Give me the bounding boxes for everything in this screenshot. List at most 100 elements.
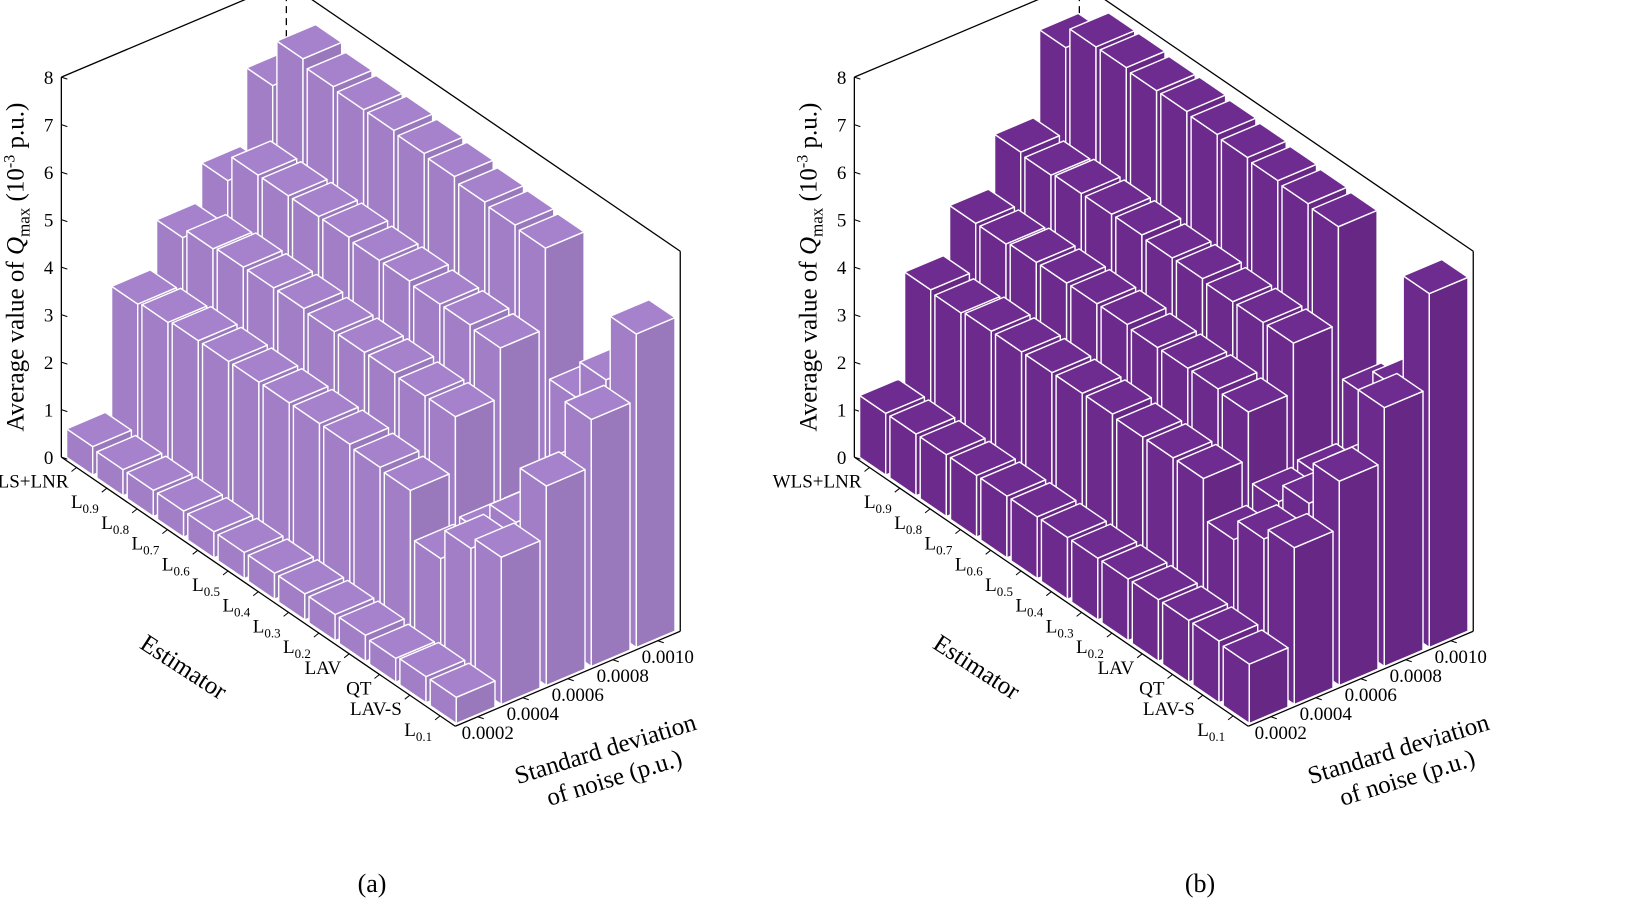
- z-tick-mark: [854, 171, 861, 175]
- z-tick-label: 1: [44, 401, 54, 422]
- bar-top-face: [1129, 55, 1197, 92]
- estimator-tick-label: L0.4: [1015, 596, 1043, 620]
- bar-side-face: [1338, 464, 1379, 687]
- bar-top-face: [1055, 358, 1122, 394]
- bar: [429, 662, 496, 725]
- estimator-tick-mark: [924, 508, 931, 514]
- z-tick-mark: [854, 219, 861, 223]
- z-tick-mark: [61, 409, 68, 413]
- bar-top-face: [1040, 502, 1107, 539]
- noise-tick-mark: [1450, 640, 1457, 644]
- noise-tick-mark: [1360, 678, 1367, 682]
- estimator-tick-label: L0.1: [1197, 720, 1225, 744]
- z-tick-label: 0: [44, 448, 54, 469]
- top-right-edge: [1104, 0, 1474, 252]
- bar-top-face: [564, 384, 631, 421]
- bar-top-face: [262, 368, 329, 404]
- bar-top-face: [1250, 145, 1318, 182]
- bar-top-face: [919, 419, 986, 456]
- noise-tick-mark: [657, 640, 664, 644]
- z-tick-label: 6: [44, 163, 54, 184]
- bar-top-face: [96, 434, 163, 471]
- noise-tick-mark: [477, 716, 484, 720]
- noise-tick-label: 0.0002: [1255, 723, 1307, 744]
- estimator-axis-title: Estimator: [135, 630, 232, 706]
- bar-side-face: [545, 468, 586, 687]
- bar-top-face: [858, 378, 926, 414]
- noise-tick-mark: [612, 659, 619, 663]
- estimator-tick-mark: [1045, 591, 1052, 597]
- estimator-tick-mark: [404, 694, 411, 700]
- bar-side-face: [1428, 276, 1469, 649]
- bar-top-face: [110, 269, 178, 305]
- bar-top-face: [1311, 191, 1378, 228]
- bar-top-face: [609, 299, 676, 335]
- bar-top-face: [308, 579, 375, 616]
- estimator-tick-label: LAV: [1098, 658, 1135, 679]
- bar-top-face: [1009, 227, 1076, 263]
- estimator-tick-mark: [252, 591, 259, 597]
- bar-side-face: [590, 402, 631, 668]
- noise-tick-mark: [1315, 697, 1322, 701]
- bar-top-face: [1281, 168, 1348, 205]
- bar-top-face: [382, 246, 449, 282]
- bar-top-face: [1100, 289, 1167, 326]
- z-tick-label: 7: [44, 116, 54, 137]
- bar-top-face: [1099, 32, 1166, 69]
- estimator-tick-mark: [313, 632, 320, 638]
- bar-top-face: [1069, 12, 1136, 48]
- estimator-tick-label: L0.9: [71, 492, 99, 516]
- bar-top-face: [368, 623, 436, 659]
- noise-tick-label: 0.0004: [507, 704, 560, 725]
- caption-b: (b): [1185, 869, 1215, 898]
- bar-top-face: [399, 641, 466, 678]
- estimator-tick-mark: [283, 612, 289, 617]
- bar-top-face: [1024, 140, 1091, 176]
- bar-top-face: [1402, 258, 1469, 295]
- z-tick-mark: [61, 219, 68, 223]
- estimator-tick-mark: [101, 487, 108, 493]
- bar-top-face: [277, 273, 344, 310]
- estimator-tick-mark: [1136, 653, 1143, 659]
- estimator-tick-label: L0.7: [132, 534, 160, 558]
- estimator-tick-label: L0.7: [925, 534, 953, 558]
- estimator-tick-label: WLS+LNR: [773, 472, 862, 493]
- z-tick-label: 3: [44, 306, 54, 327]
- bar-top-face: [1357, 372, 1424, 409]
- estimator-tick-mark: [1106, 632, 1113, 638]
- bar-side-face: [1293, 530, 1334, 706]
- bar-top-face: [336, 74, 403, 111]
- bar-top-face: [276, 23, 343, 60]
- noise-tick-label: 0.0002: [462, 723, 514, 744]
- bar-top-face: [1025, 337, 1092, 374]
- z-tick-label: 5: [837, 211, 847, 232]
- bar-top-face: [980, 461, 1047, 497]
- bar-top-face: [474, 522, 541, 558]
- bar-top-face: [338, 600, 405, 636]
- bar-top-face: [1070, 523, 1138, 559]
- z-tick-label: 8: [837, 68, 847, 89]
- estimator-tick-label: L0.5: [985, 575, 1013, 599]
- bar-top-face: [473, 313, 540, 349]
- estimator-tick-label: LAV-S: [350, 699, 402, 720]
- estimator-tick-label: L0.3: [253, 616, 281, 640]
- bar-top-face: [949, 440, 1016, 477]
- estimator-tick-label: LAV-S: [1143, 699, 1195, 720]
- bar-top-face: [903, 254, 971, 291]
- bar-top-face: [1010, 482, 1077, 518]
- z-tick-mark: [61, 314, 68, 318]
- estimator-tick-label: L0.8: [894, 513, 922, 537]
- bar-top-face: [201, 326, 268, 363]
- z-tick-mark: [61, 124, 68, 128]
- bar-top-face: [126, 455, 193, 491]
- estimator-tick-mark: [374, 674, 380, 679]
- estimator-tick-label: WLS+LNR: [0, 472, 69, 493]
- estimator-tick-label: L0.6: [955, 554, 983, 578]
- bar-top-face: [964, 296, 1031, 332]
- bar-top-face: [948, 188, 1016, 225]
- bar-top-face: [337, 317, 404, 353]
- noise-tick-mark: [567, 678, 574, 682]
- bar-top-face: [367, 95, 434, 132]
- estimator-tick-mark: [192, 549, 199, 555]
- z-tick-mark: [61, 76, 68, 80]
